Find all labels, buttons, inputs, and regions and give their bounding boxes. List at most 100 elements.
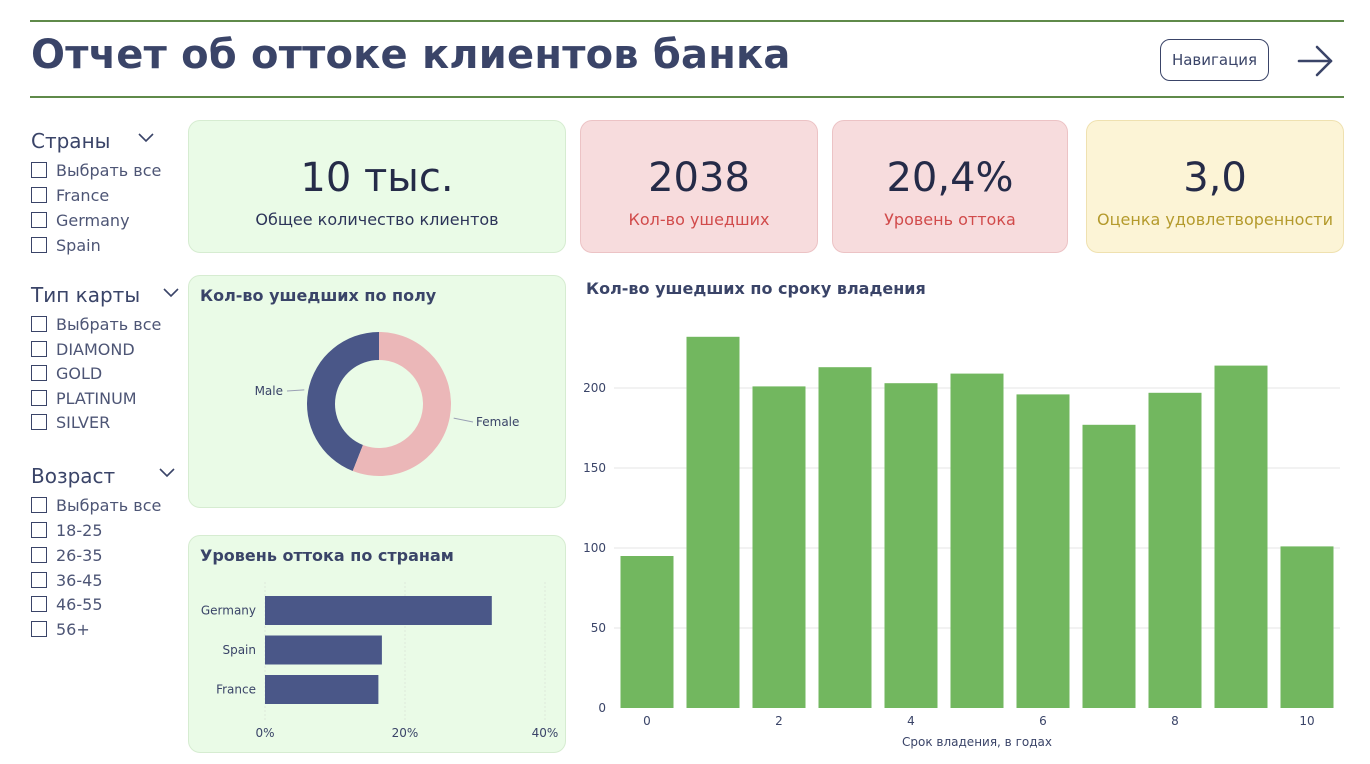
bar-tenure-8	[1148, 392, 1202, 708]
chevron-down-icon[interactable]	[158, 467, 176, 479]
option-label: 18-25	[56, 520, 103, 540]
kpi-card-total-customers: 10 тыс. Общее количество клиентов	[188, 120, 566, 253]
option-spain[interactable]: Spain	[31, 235, 101, 255]
x-tick-label: 4	[907, 714, 915, 728]
option-france[interactable]: France	[31, 185, 109, 205]
option-46-55[interactable]: 46-55	[31, 594, 103, 614]
checkbox[interactable]	[31, 547, 47, 563]
x-tick-label: 0%	[255, 726, 274, 740]
checkbox[interactable]	[31, 522, 47, 538]
checkbox[interactable]	[31, 572, 47, 588]
checkbox[interactable]	[31, 390, 47, 406]
tenure-bar-chart: 0 50 100 150 200 0 2 4 6 8 10 Срок владения, в года…	[583, 336, 1340, 749]
y-category-label: France	[216, 683, 256, 697]
checkbox[interactable]	[31, 212, 47, 228]
bar-tenure-7	[1082, 424, 1136, 708]
chart-title: Кол-во ушедших по полу	[200, 286, 437, 305]
arrow-right-icon[interactable]	[1296, 42, 1334, 80]
bar-tenure-5	[950, 373, 1004, 708]
option-label: Spain	[56, 235, 101, 255]
donut-leader-line	[453, 417, 474, 423]
kpi-label: Уровень оттока	[884, 210, 1016, 229]
option-silver[interactable]: SILVER	[31, 412, 110, 432]
option-gold[interactable]: GOLD	[31, 363, 102, 383]
checkbox[interactable]	[31, 316, 47, 332]
option-diamond[interactable]: DIAMOND	[31, 339, 135, 359]
bar-tenure-2	[752, 386, 806, 708]
checkbox[interactable]	[31, 162, 47, 178]
x-axis-label: Срок владения, в годах	[902, 735, 1052, 749]
bar-france	[265, 675, 379, 704]
chevron-down-icon[interactable]	[162, 287, 180, 299]
bar-tenure-3	[818, 367, 872, 708]
bar-tenure-4	[884, 383, 938, 708]
option-label: SILVER	[56, 412, 111, 432]
option-select-all[interactable]: Выбрать все	[31, 314, 161, 334]
option-platinum[interactable]: PLATINUM	[31, 388, 137, 408]
y-tick-label: 150	[583, 461, 606, 475]
option-label: 46-55	[56, 594, 103, 614]
y-tick-label: 0	[598, 701, 606, 715]
navigation-button[interactable]: Навигация	[1160, 39, 1269, 81]
x-tick-label: 2	[775, 714, 783, 728]
option-germany[interactable]: Germany	[31, 210, 130, 230]
x-tick-label: 20%	[392, 726, 419, 740]
bar-tenure-6	[1016, 394, 1070, 708]
option-label: 56+	[56, 619, 90, 639]
option-label: PLATINUM	[56, 388, 137, 408]
option-label: GOLD	[56, 363, 103, 383]
bar-tenure-1	[686, 336, 740, 708]
x-tick-label: 0	[643, 714, 651, 728]
x-tick-label: 8	[1171, 714, 1179, 728]
kpi-card-churn-rate: 20,4% Уровень оттока	[832, 120, 1068, 253]
option-label: Выбрать все	[56, 495, 162, 515]
checkbox[interactable]	[31, 621, 47, 637]
kpi-value: 2038	[648, 155, 750, 201]
filter-title-age: Возраст	[31, 464, 116, 488]
option-56-plus[interactable]: 56+	[31, 619, 90, 639]
checkbox[interactable]	[31, 497, 47, 513]
donut-slice-female	[352, 332, 452, 476]
checkbox[interactable]	[31, 341, 47, 357]
option-label: DIAMOND	[56, 339, 135, 359]
y-tick-label: 100	[583, 541, 606, 555]
option-label: Germany	[56, 210, 130, 230]
kpi-value: 20,4%	[886, 155, 1014, 201]
option-label: Выбрать все	[56, 160, 162, 180]
option-label: Выбрать все	[56, 314, 162, 334]
chart-title: Кол-во ушедших по сроку владения	[586, 279, 926, 298]
donut-slice-male	[307, 332, 379, 472]
panel-churn-by-tenure: Кол-во ушедших по сроку владения 0 50 100 1…	[580, 275, 1344, 755]
kpi-label: Оценка удовлетворенности	[1097, 210, 1333, 229]
chevron-down-icon[interactable]	[137, 132, 155, 144]
bar-germany	[265, 596, 492, 625]
option-36-45[interactable]: 36-45	[31, 570, 103, 590]
option-18-25[interactable]: 18-25	[31, 520, 103, 540]
option-select-all[interactable]: Выбрать все	[31, 160, 161, 180]
kpi-label: Кол-во ушедших	[628, 210, 770, 229]
checkbox[interactable]	[31, 414, 47, 430]
filter-title-card-type: Тип карты	[31, 283, 141, 307]
checkbox[interactable]	[31, 187, 47, 203]
y-category-label: Spain	[222, 643, 256, 657]
filter-title-countries: Страны	[31, 129, 111, 153]
y-tick-label: 200	[583, 381, 606, 395]
option-26-35[interactable]: 26-35	[31, 545, 103, 565]
donut-label-female: Female	[476, 415, 519, 429]
kpi-value: 10 тыс.	[300, 155, 454, 201]
donut-chart: Male Female	[255, 332, 519, 476]
country-bar-chart: 0% 20% 40% Germany Spain France	[201, 582, 559, 740]
kpi-card-satisfaction: 3,0 Оценка удовлетворенности	[1086, 120, 1344, 253]
x-tick-label: 40%	[532, 726, 559, 740]
chart-title: Уровень оттока по странам	[200, 546, 454, 565]
panel-churn-by-gender: Кол-во ушедших по полу Male Female	[188, 275, 566, 508]
kpi-label: Общее количество клиентов	[255, 210, 499, 229]
header-bottom-rule	[30, 96, 1344, 98]
checkbox[interactable]	[31, 596, 47, 612]
checkbox[interactable]	[31, 365, 47, 381]
option-select-all[interactable]: Выбрать все	[31, 495, 161, 515]
page-title: Отчет об оттоке клиентов банка	[31, 32, 791, 78]
donut-label-male: Male	[255, 384, 283, 398]
checkbox[interactable]	[31, 237, 47, 253]
x-tick-label: 10	[1299, 714, 1314, 728]
